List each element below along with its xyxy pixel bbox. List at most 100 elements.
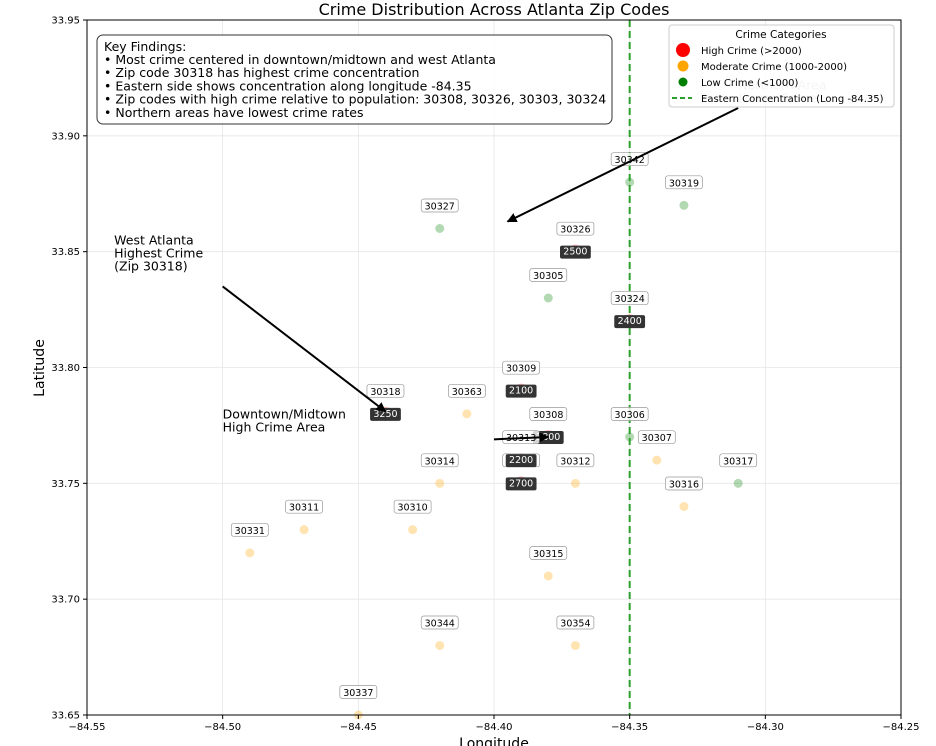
zip-label-30308: 30308 (533, 410, 563, 421)
zip-label-30363: 30363 (452, 387, 482, 398)
chart-title: Crime Distribution Across Atlanta Zip Co… (319, 0, 670, 19)
legend-swatch-low (678, 77, 688, 87)
data-point-30311 (299, 525, 309, 535)
zip-label-box-30331 (230, 522, 269, 537)
zip-label-box-30310 (393, 499, 432, 514)
x-tick-label: −84.55 (68, 722, 105, 733)
count-badge-box-30313 (505, 454, 537, 468)
zip-label-30326: 30326 (560, 225, 590, 236)
zip-label-box-30308 (529, 407, 568, 421)
y-tick-label: 33.65 (51, 711, 80, 722)
zip-label-box-30326 (556, 221, 595, 236)
count-badge-30313: 2200 (509, 455, 533, 466)
data-point-30315 (543, 571, 553, 581)
zip-label-30354: 30354 (560, 619, 590, 630)
data-point-30363 (462, 409, 472, 419)
zip-label-box-30354 (556, 615, 595, 630)
zip-label-box-30312 (556, 453, 595, 468)
count-badge-30326: 2500 (563, 247, 587, 258)
y-tick-label: 33.90 (51, 131, 80, 142)
key-findings-box (96, 34, 613, 125)
zip-label-box-30311 (285, 499, 323, 514)
x-tick-label: −84.25 (882, 722, 919, 733)
data-point-30354 (570, 641, 580, 650)
zip-label-30309: 30309 (506, 364, 536, 375)
data-point-30344 (435, 641, 445, 650)
zip-label-box-30305 (529, 268, 568, 282)
key-finding-item: • Most crime centered in downtown/midtow… (104, 52, 496, 67)
key-finding-item: • Northern areas have lowest crime rates (104, 105, 363, 120)
y-tick-label: 33.75 (51, 479, 80, 490)
data-point-30317 (733, 478, 743, 488)
x-tick-label: −84.45 (340, 722, 377, 733)
data-point-30312 (570, 478, 580, 488)
data-point-30305 (543, 293, 553, 303)
zip-label-box-30306 (610, 407, 649, 421)
zip-label-box-30344 (420, 615, 459, 630)
zip-label-30305: 30305 (533, 271, 563, 282)
data-point-30314 (435, 478, 445, 488)
count-badge-box-30303 (505, 477, 537, 491)
zip-label-30312: 30312 (560, 456, 590, 467)
annotation-text: Downtown/Midtown (223, 406, 346, 421)
zip-label-30337: 30337 (343, 688, 373, 699)
annotation-text: Highest Crime (114, 246, 203, 261)
zip-label-30319: 30319 (669, 178, 699, 189)
zip-label-box-30309 (502, 360, 540, 375)
y-axis-label: Latitude (32, 339, 48, 397)
count-badge-30303: 2700 (509, 478, 533, 489)
zip-label-30331: 30331 (235, 526, 265, 537)
zip-label-30307: 30307 (642, 433, 672, 444)
data-point-30310 (408, 525, 418, 535)
zip-label-30324: 30324 (615, 294, 645, 305)
count-badge-30324: 2400 (618, 316, 642, 327)
zip-label-30316: 30316 (669, 480, 699, 491)
x-tick-label: −84.30 (747, 722, 784, 733)
legend-label-line: Eastern Concentration (Long -84.35) (701, 94, 884, 105)
zip-label-30311: 30311 (289, 503, 319, 514)
zip-label-box-30363 (448, 383, 486, 398)
x-tick-label: −84.35 (611, 722, 648, 733)
data-point-30327 (435, 224, 445, 233)
zip-label-box-30324 (610, 291, 649, 306)
count-badge-30309: 2100 (509, 386, 533, 397)
annotation-text: High Crime Area (223, 419, 326, 434)
zip-label-30317: 30317 (723, 456, 753, 467)
zip-label-box-30314 (420, 453, 459, 468)
zip-label-30314: 30314 (425, 456, 455, 467)
zip-label-30315: 30315 (533, 549, 563, 560)
zip-label-box-30315 (529, 546, 568, 560)
legend-box (668, 24, 895, 108)
annotation-arrow (493, 432, 550, 443)
y-tick-label: 33.80 (51, 363, 80, 374)
x-axis-label: Longitude (459, 736, 529, 746)
zip-label-30344: 30344 (425, 619, 455, 630)
annotation-arrow (506, 107, 739, 223)
data-point-30307 (652, 455, 662, 465)
y-tick-label: 33.70 (51, 595, 80, 606)
key-finding-item: • Eastern side shows concentration along… (104, 78, 472, 93)
legend-swatch-high (676, 43, 690, 57)
zip-label-30306: 30306 (615, 410, 645, 421)
annotation-arrow (222, 285, 387, 413)
y-tick-label: 33.95 (51, 16, 80, 27)
zip-label-box-30319 (665, 175, 703, 190)
zip-label-30310: 30310 (397, 503, 427, 514)
legend-label-high: High Crime (>2000) (701, 46, 802, 57)
zip-label-box-30316 (665, 476, 703, 491)
count-badge-30318: 3250 (373, 409, 397, 420)
x-tick-label: −84.40 (475, 722, 512, 733)
zip-label-box-30327 (420, 198, 459, 213)
zip-label-30318: 30318 (370, 387, 400, 398)
key-finding-item: • Zip code 30318 has highest crime conce… (104, 65, 419, 80)
data-point-30342 (625, 177, 635, 187)
annotation-text: (Zip 30318) (114, 259, 187, 274)
zip-label-box-30317 (719, 453, 758, 468)
x-tick-label: −84.50 (204, 722, 241, 733)
data-point-30319 (679, 200, 689, 210)
key-findings-title: Key Findings: (104, 39, 186, 54)
zip-label-box-30337 (339, 685, 378, 699)
legend-label-moderate: Moderate Crime (1000-2000) (701, 62, 847, 73)
legend-label-low: Low Crime (<1000) (701, 78, 799, 89)
